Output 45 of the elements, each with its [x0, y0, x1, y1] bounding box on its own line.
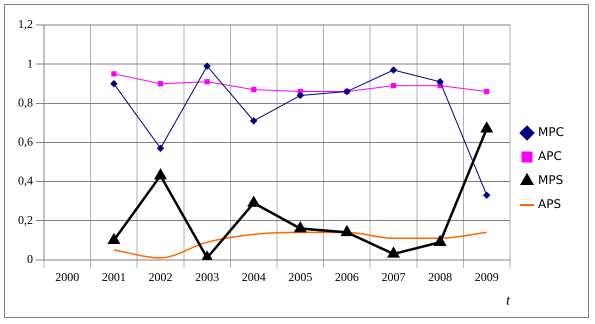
legend-label: APS: [538, 197, 562, 212]
x-tick-label: 2003: [195, 270, 220, 284]
point: [436, 78, 444, 86]
x-tick-label: 2000: [55, 270, 80, 284]
point: [251, 86, 256, 92]
point: [434, 236, 446, 246]
point: [204, 79, 210, 84]
point: [111, 71, 117, 77]
point: [204, 62, 211, 70]
y-tick-label: 1,2: [18, 17, 33, 32]
point: [294, 222, 306, 232]
point: [110, 80, 118, 88]
point: [296, 92, 304, 99]
y-tick-label: 0,6: [18, 134, 33, 149]
x-tick-label: 2002: [148, 270, 173, 284]
point: [483, 192, 490, 199]
x-tick-label: 2004: [242, 270, 266, 284]
point: [154, 169, 166, 180]
point: [388, 248, 400, 258]
point: [390, 83, 396, 88]
x-axis-title: t: [506, 293, 512, 308]
legend-label: APC: [538, 149, 562, 164]
x-tick-label: 2007: [382, 270, 406, 284]
y-tick-label: 1: [27, 56, 33, 70]
x-tick-label: 2001: [102, 270, 126, 284]
point: [157, 144, 164, 152]
y-tick-label: 0: [27, 252, 33, 266]
point: [202, 252, 213, 260]
point: [341, 226, 352, 236]
x-tick-label: 2006: [334, 270, 359, 284]
point: [481, 122, 492, 132]
legend-label: MPS: [538, 173, 564, 188]
point: [484, 88, 490, 94]
legend-label: MPC: [538, 125, 564, 140]
point: [250, 117, 258, 124]
y-tick-label: 0,8: [18, 95, 33, 110]
point: [248, 196, 260, 207]
y-tick-label: 0,2: [18, 212, 33, 227]
point: [158, 81, 164, 86]
point: [390, 66, 398, 74]
x-tick-label: 2009: [474, 270, 499, 284]
x-tick-label: 2008: [428, 270, 452, 284]
y-tick-label: 0,4: [18, 174, 33, 188]
x-tick-label: 2005: [288, 270, 312, 284]
point: [108, 234, 120, 244]
